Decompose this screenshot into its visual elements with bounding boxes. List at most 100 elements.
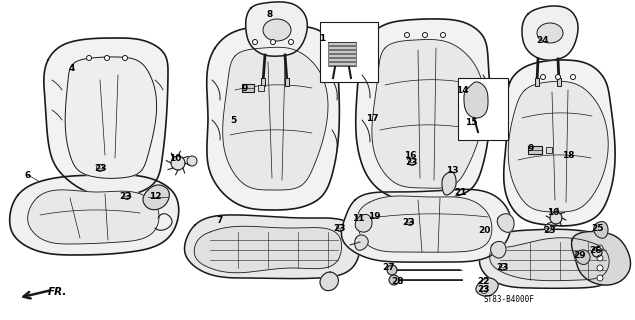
Text: 9: 9 [528, 143, 534, 153]
Polygon shape [342, 189, 511, 262]
Polygon shape [194, 226, 342, 273]
Text: 9: 9 [242, 84, 248, 92]
Circle shape [570, 75, 575, 79]
Polygon shape [479, 229, 622, 288]
Text: 10: 10 [547, 207, 559, 217]
Circle shape [550, 212, 562, 224]
Circle shape [404, 33, 410, 37]
Bar [328, 42, 356, 45]
Bar [285, 78, 289, 86]
Polygon shape [10, 175, 178, 255]
Bar [546, 147, 552, 153]
Circle shape [271, 39, 276, 44]
Polygon shape [143, 185, 170, 210]
Bar [328, 58, 356, 61]
Polygon shape [357, 196, 492, 252]
Polygon shape [207, 26, 339, 210]
Polygon shape [464, 82, 488, 118]
Text: 14: 14 [456, 85, 468, 94]
Text: 18: 18 [562, 150, 574, 159]
Polygon shape [185, 215, 360, 279]
Circle shape [544, 225, 552, 231]
Circle shape [253, 39, 258, 44]
Text: 28: 28 [392, 277, 404, 286]
Text: 23: 23 [334, 223, 346, 233]
Circle shape [597, 265, 603, 271]
Polygon shape [491, 241, 506, 258]
Polygon shape [372, 39, 485, 188]
Text: 19: 19 [368, 212, 380, 220]
Circle shape [500, 263, 507, 270]
Text: ST83-B4000F: ST83-B4000F [484, 295, 535, 305]
Polygon shape [355, 235, 368, 250]
Bar [320, 22, 378, 82]
Polygon shape [476, 278, 498, 296]
Polygon shape [355, 214, 372, 232]
Polygon shape [28, 190, 159, 244]
Polygon shape [320, 272, 338, 291]
Circle shape [597, 275, 603, 281]
Bar [535, 78, 539, 86]
Polygon shape [497, 214, 514, 232]
Circle shape [389, 275, 399, 285]
Text: 22: 22 [478, 277, 490, 286]
Text: 26: 26 [590, 245, 602, 254]
Polygon shape [65, 57, 157, 178]
Text: 12: 12 [149, 191, 161, 201]
Circle shape [337, 225, 344, 231]
Text: 17: 17 [366, 114, 378, 123]
Text: 23: 23 [94, 164, 106, 172]
Circle shape [387, 265, 397, 275]
Polygon shape [594, 221, 608, 238]
Circle shape [171, 156, 185, 170]
Text: 20: 20 [478, 226, 490, 235]
Text: 13: 13 [446, 165, 458, 174]
Text: 29: 29 [573, 252, 586, 260]
Text: 25: 25 [592, 223, 605, 233]
Text: 8: 8 [267, 10, 273, 19]
Polygon shape [442, 172, 456, 195]
Circle shape [97, 164, 104, 172]
Text: 23: 23 [403, 218, 415, 227]
Polygon shape [44, 38, 168, 196]
Polygon shape [246, 2, 307, 56]
Bar [261, 78, 265, 86]
Polygon shape [223, 47, 328, 190]
Circle shape [540, 75, 545, 79]
Polygon shape [508, 81, 608, 212]
Bar [458, 78, 508, 140]
Text: FR.: FR. [48, 287, 67, 297]
Ellipse shape [263, 19, 291, 41]
Polygon shape [575, 250, 590, 264]
Text: 5: 5 [230, 116, 236, 124]
Circle shape [123, 55, 128, 60]
Text: 23: 23 [478, 285, 490, 294]
Circle shape [123, 193, 131, 199]
Ellipse shape [537, 23, 563, 43]
Polygon shape [504, 60, 615, 226]
Text: 23: 23 [119, 191, 131, 201]
Text: 16: 16 [404, 150, 417, 159]
Circle shape [481, 286, 488, 293]
Text: 10: 10 [169, 154, 181, 163]
Polygon shape [572, 232, 631, 285]
Text: 7: 7 [217, 215, 223, 225]
Polygon shape [522, 6, 578, 60]
Bar [557, 78, 561, 86]
Circle shape [597, 245, 603, 251]
Text: 21: 21 [455, 188, 467, 196]
Bar [528, 146, 542, 154]
Text: 1: 1 [319, 34, 325, 43]
Circle shape [408, 158, 415, 165]
Circle shape [187, 156, 197, 166]
Circle shape [105, 55, 109, 60]
Bar [328, 54, 356, 57]
Polygon shape [356, 19, 490, 200]
Bar [328, 46, 356, 49]
Text: 23: 23 [406, 157, 418, 166]
Circle shape [86, 55, 91, 60]
Circle shape [441, 33, 446, 37]
Text: 27: 27 [383, 263, 396, 273]
Text: 6: 6 [25, 171, 31, 180]
Polygon shape [490, 238, 609, 281]
